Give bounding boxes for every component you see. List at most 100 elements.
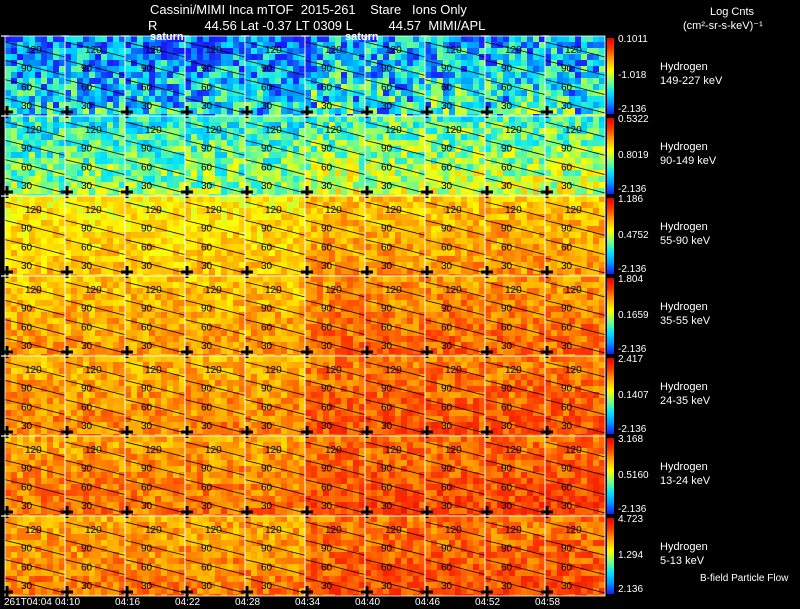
heat-cell [173, 220, 179, 226]
heat-cell [383, 48, 389, 54]
heat-cell [509, 226, 515, 232]
heat-cell [587, 134, 593, 140]
heat-cell [77, 238, 83, 244]
heat-cell [341, 282, 347, 288]
heat-cell [257, 226, 263, 232]
heat-cell [299, 214, 305, 220]
heat-cell [389, 288, 395, 294]
heat-cell [347, 312, 353, 318]
heat-cell [287, 226, 293, 232]
heat-cell [443, 116, 449, 122]
heat-cell [431, 102, 437, 108]
heat-cell [407, 158, 413, 164]
heat-cell [461, 90, 467, 96]
heat-cell [281, 300, 287, 306]
heat-cell [167, 158, 173, 164]
heat-cell [323, 102, 329, 108]
heat-cell [11, 134, 17, 140]
heat-cell [329, 300, 335, 306]
heat-cell [449, 312, 455, 318]
heat-cell [143, 214, 149, 220]
heat-cell [377, 276, 383, 282]
heat-cell [281, 60, 287, 66]
heat-cell [419, 288, 425, 294]
heat-cell [545, 36, 551, 42]
heat-cell [323, 256, 329, 262]
heat-cell [59, 116, 65, 122]
heat-cell [389, 196, 395, 202]
heat-cell [137, 146, 143, 152]
heat-cell [131, 244, 137, 250]
heat-cell [263, 306, 269, 312]
heat-cell [353, 164, 359, 170]
heat-cell [29, 176, 35, 182]
heat-cell [443, 300, 449, 306]
heat-cell [143, 114, 149, 116]
heat-cell [497, 96, 503, 102]
heat-cell [437, 140, 443, 146]
heat-cell [581, 256, 587, 262]
heat-cell [35, 188, 41, 194]
heat-cell [437, 282, 443, 288]
heat-cell [131, 256, 137, 262]
heat-cell [269, 60, 275, 66]
heat-cell [155, 262, 161, 268]
heat-cell [239, 318, 245, 324]
heat-cell [167, 102, 173, 108]
heat-cell [89, 152, 95, 158]
heat-cell [287, 306, 293, 312]
heat-cell [251, 256, 257, 262]
heat-cell [353, 214, 359, 220]
heat-cell [83, 312, 89, 318]
heat-cell [107, 196, 113, 202]
heat-cell [101, 152, 107, 158]
heat-cell [437, 96, 443, 102]
heat-cell [107, 48, 113, 54]
heat-cell [245, 152, 251, 158]
heat-cell [425, 208, 431, 214]
heat-cell [353, 114, 359, 116]
heat-cell [377, 202, 383, 208]
heat-cell [11, 128, 17, 134]
heat-cell [407, 268, 413, 274]
heat-cell [299, 288, 305, 294]
heat-cell [569, 122, 575, 128]
heat-cell [65, 226, 71, 232]
heat-cell [269, 232, 275, 238]
heat-cell [569, 306, 575, 312]
heat-cell [275, 274, 281, 276]
heat-cell [485, 140, 491, 146]
heat-cell [257, 274, 263, 276]
heat-cell [533, 114, 539, 116]
heat-cell [203, 220, 209, 226]
heat-cell [101, 90, 107, 96]
heat-cell [353, 158, 359, 164]
heat-cell [5, 36, 11, 42]
heat-cell [479, 84, 485, 90]
heat-cell [569, 134, 575, 140]
heat-cell [503, 244, 509, 250]
heat-cell [191, 78, 197, 84]
heat-cell [275, 294, 281, 300]
heat-cell [353, 306, 359, 312]
heat-cell [35, 276, 41, 282]
heat-cell [29, 116, 35, 122]
heat-cell [179, 244, 185, 250]
heat-cell [191, 288, 197, 294]
heat-cell [5, 202, 11, 208]
heat-cell [407, 128, 413, 134]
heat-cell [299, 140, 305, 146]
heat-cell [515, 60, 521, 66]
heat-cell [509, 214, 515, 220]
heat-cell [359, 158, 365, 164]
heat-cell [23, 122, 29, 128]
heat-cell [215, 268, 221, 274]
heat-cell [467, 232, 473, 238]
heat-cell [389, 312, 395, 318]
heat-cell [575, 268, 581, 274]
heat-cell [161, 220, 167, 226]
heat-cell [197, 164, 203, 170]
heat-cell [143, 226, 149, 232]
heat-cell [497, 54, 503, 60]
